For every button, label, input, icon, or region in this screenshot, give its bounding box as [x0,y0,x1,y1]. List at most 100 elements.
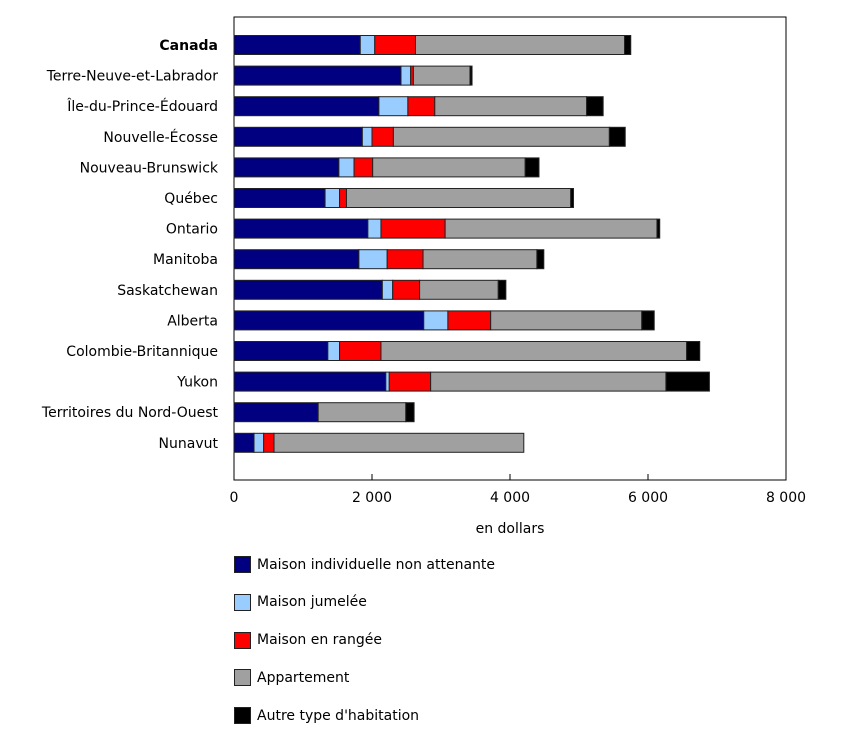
bar-segment [233,432,255,453]
bar-segment [233,96,380,117]
bar-segment [392,279,421,300]
bar-segment [273,432,525,453]
bar-segment [412,65,471,86]
bar-segment [233,218,369,239]
legend-item: Maison jumelée [234,593,367,611]
bar-segment [324,188,341,208]
category-label: Yukon [176,375,218,391]
bar-segment [392,126,610,147]
legend-label: Maison jumelée [257,594,367,611]
bar-segment [665,371,710,392]
category-label: Colombie-Britannique [66,344,218,360]
bar-segment [444,218,658,239]
bar-segment [339,341,382,361]
bar-segment [367,218,382,239]
category-label: Terre-Neuve-et-Labrador [46,69,219,85]
bar-segment [497,279,507,300]
category-label: Canada [159,38,218,54]
bar-segment [524,157,540,178]
bar-segment [624,35,632,55]
category-label: Île-du-Prince-Édouard [66,97,218,115]
bar-segment [374,35,416,55]
bar-segment [233,310,425,331]
bar-segment [233,371,387,392]
bar-segment [570,188,574,208]
legend-item: Appartement [234,669,350,687]
bar-segment [359,35,376,55]
bar-segment [233,126,363,147]
bar-segment [386,249,424,270]
bar-segment [372,157,526,178]
bar-segment [447,310,492,331]
bar-segment [686,341,701,361]
bar-segment [414,35,626,55]
category-label: Saskatchewan [117,283,218,299]
legend-label: Maison individuelle non attenante [257,556,496,573]
bar-segment [339,188,347,208]
bar-segment [422,249,538,270]
legend-swatch [234,593,251,611]
bar-segment [233,402,319,423]
bar-segment [400,65,412,86]
bar-segment [233,188,326,208]
bar-segment [388,371,432,392]
category-label: Nouvelle-Écosse [103,129,218,146]
category-label: Québec [164,191,218,207]
bar-segment [656,218,661,239]
bar-segment [423,310,449,331]
bar-segment [233,65,402,86]
category-label: Ontario [166,222,218,238]
x-axis-label: en dollars [476,521,545,537]
category-label: Territoires du Nord-Ouest [41,405,219,421]
bar-segment [586,96,604,117]
bar-segment [327,341,341,361]
legend-item: Maison en rangée [234,631,382,649]
bar-segment [490,310,643,331]
bar-segment [419,279,499,300]
bar-segment [253,432,265,453]
bar-segment [317,402,407,423]
bar-segment [380,341,688,361]
bar-segment [430,371,667,392]
legend-swatch [234,556,251,573]
bar-segment [345,188,572,208]
bar-segment [353,157,374,178]
legend-label: Maison en rangée [257,632,382,649]
legend-swatch [234,669,251,687]
bar-segment [536,249,545,270]
category-label: Nouveau-Brunswick [80,160,219,176]
bar-segment [381,279,394,300]
bar-segment [358,249,388,270]
bar-segment [263,432,275,453]
bar-segment [405,402,415,423]
legend-label: Appartement [257,669,350,686]
category-label: Manitoba [153,252,218,268]
bar-segment [233,35,361,55]
bar-segment [233,157,340,178]
bar-segment [361,126,373,147]
bar-segment [233,341,329,361]
bar-segment [338,157,355,178]
bar-segment [407,96,436,117]
bar-segment [385,371,390,392]
bar-segment [469,65,473,86]
bar-segment [378,96,409,117]
legend-item: Autre type d'habitation [234,707,420,725]
x-tick-label: 8 000 [766,490,806,506]
x-tick-label: 4 000 [490,490,530,506]
legend-swatch [234,707,251,725]
legend-item: Maison individuelle non attenante [234,556,495,573]
bar-segment [371,126,394,147]
bar-segment [641,310,655,331]
x-tick-label: 6 000 [628,490,668,506]
x-tick-label: 0 [230,490,239,506]
stacked-bar-chart: Canada Terre-Neuve-et-Labrador Île-du-Prin… [41,16,806,537]
legend-label: Autre type d'habitation [257,707,420,724]
bar-segment [380,218,446,239]
bar-segment [608,126,626,147]
bar-segment [233,279,383,300]
category-label: Nunavut [159,436,219,452]
category-label: Alberta [167,313,218,329]
bar-segment [233,249,360,270]
